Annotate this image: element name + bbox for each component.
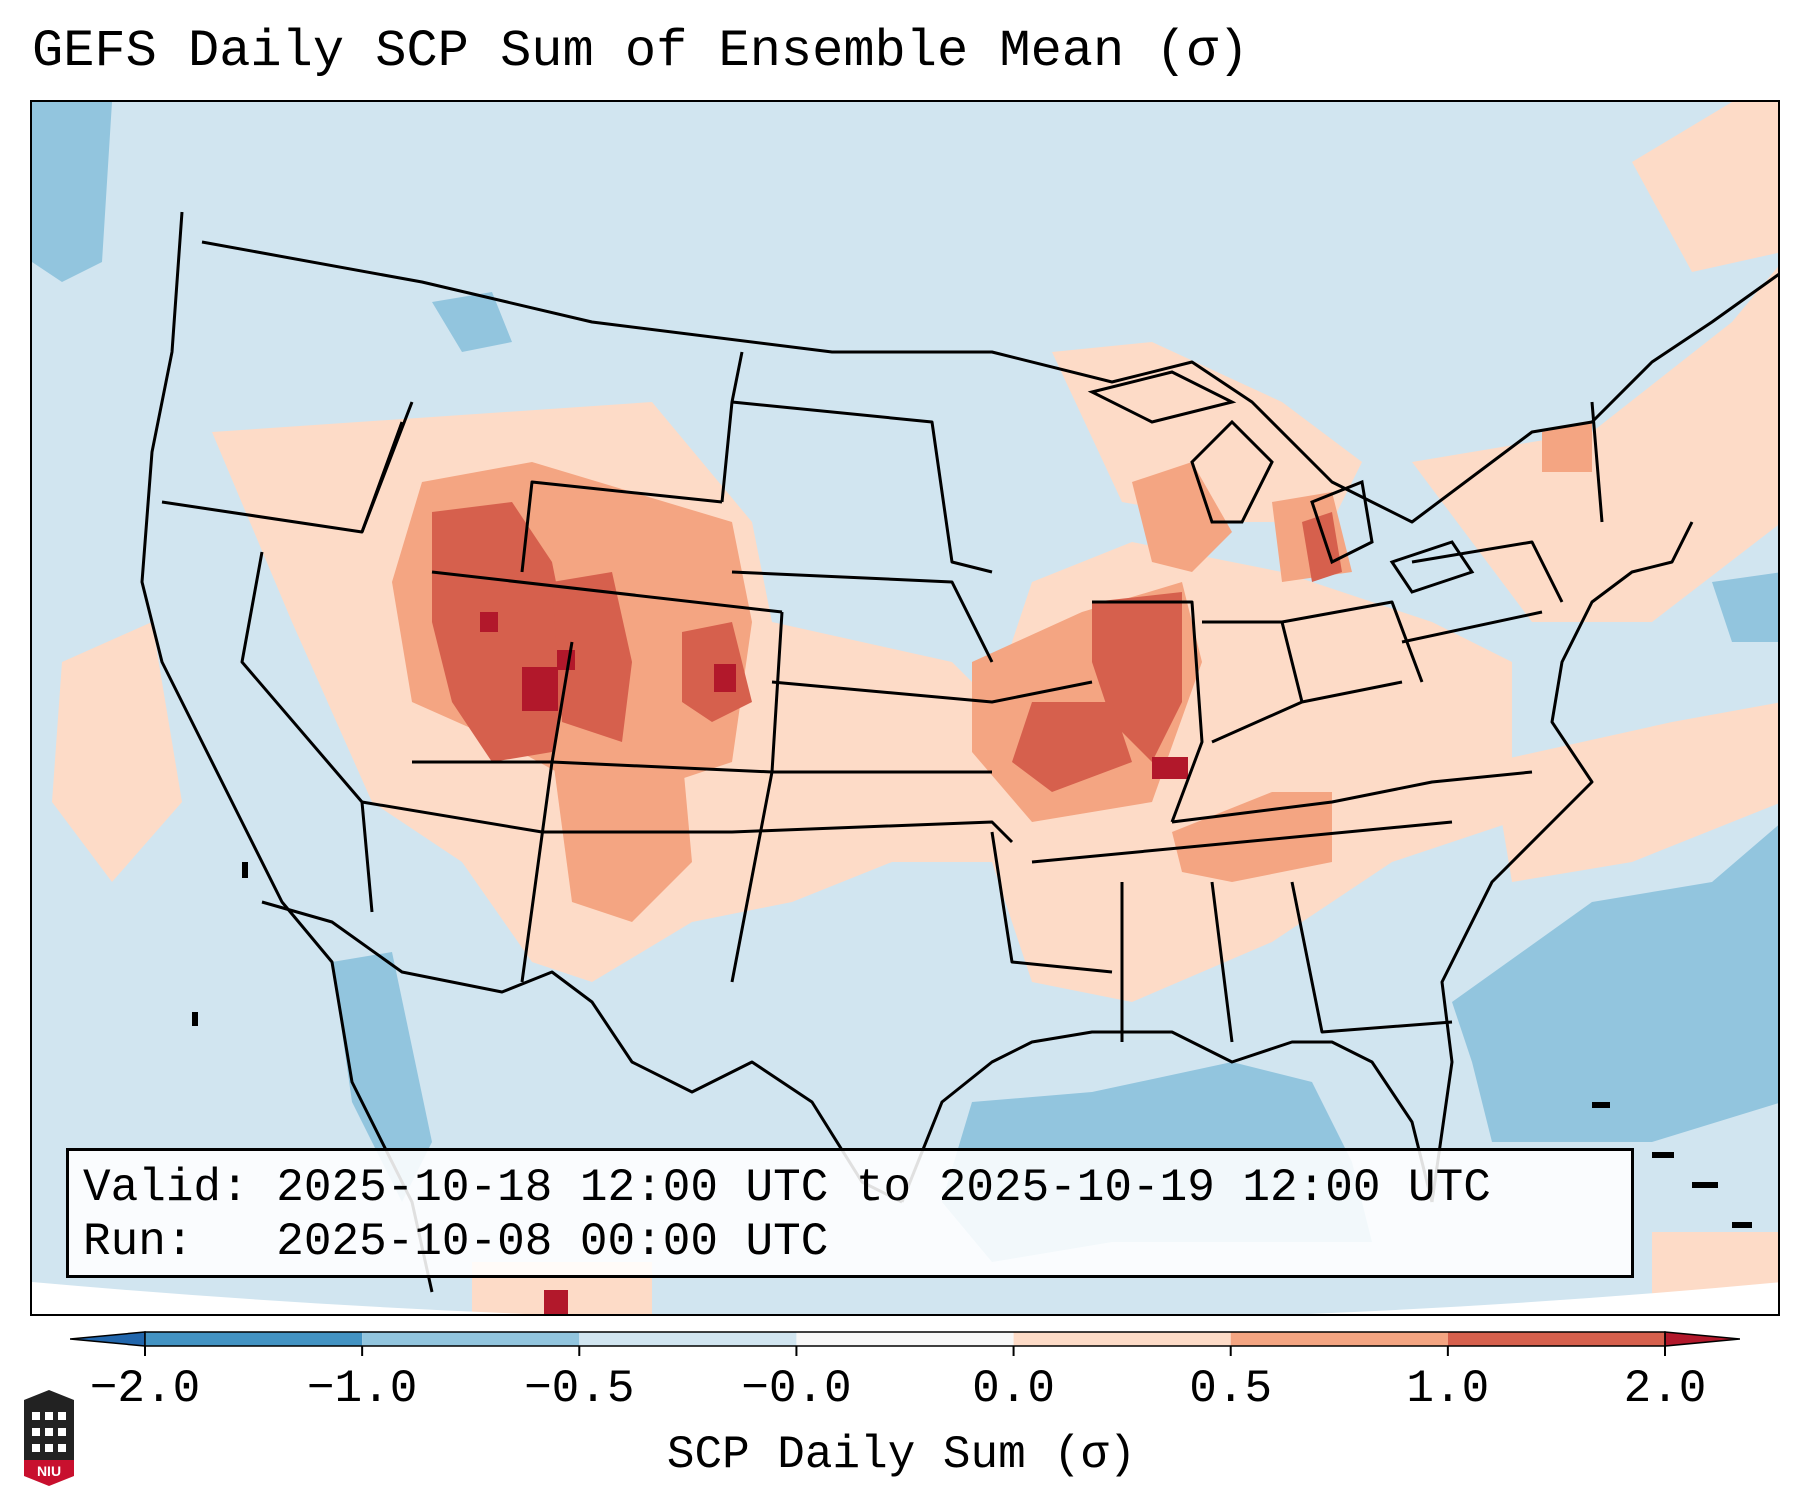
colorbar-outline [144, 1331, 1666, 1347]
chart-title: GEFS Daily SCP Sum of Ensemble Mean (σ) [32, 22, 1249, 81]
colorbar-tick-label: −0.0 [741, 1363, 852, 1415]
colorbar-tick-label: −2.0 [89, 1363, 201, 1415]
valid-line: Valid: 2025-10-18 12:00 UTC to 2025-10-1… [83, 1161, 1617, 1215]
colorbar-segment [1447, 1332, 1665, 1346]
colorbar-segment [362, 1332, 580, 1346]
valid-time: 2025-10-18 12:00 UTC to 2025-10-19 12:00… [276, 1162, 1491, 1214]
lake-outlines [1087, 370, 1475, 594]
colorbar-extend-high [1664, 1331, 1740, 1347]
colorbar-extend-low [70, 1331, 146, 1347]
colorbar [70, 1331, 1740, 1356]
colorbar-segment [145, 1332, 363, 1346]
map-panel [30, 100, 1780, 1316]
state-boundaries [140, 211, 1778, 1293]
colorbar-tick-label: 0.5 [1189, 1363, 1273, 1415]
run-line: Run: 2025-10-08 00:00 UTC [83, 1215, 1617, 1269]
islands [192, 862, 1752, 1228]
run-label: Run: [83, 1216, 194, 1268]
svg-text:NIU: NIU [37, 1463, 61, 1479]
map-canvas [32, 102, 1778, 1314]
colorbar-tick-label: −0.5 [524, 1363, 635, 1415]
colorbar-tick-label: 0.0 [972, 1363, 1055, 1415]
colorbar-tick-label: 1.0 [1406, 1363, 1490, 1415]
colorbar-segment [1013, 1332, 1231, 1346]
anomaly-fill-very-high [480, 612, 1188, 1314]
colorbar-segment [796, 1332, 1014, 1346]
niu-logo: NIU [24, 1390, 74, 1486]
domain-edge [32, 1282, 1778, 1314]
colorbar-segment [1230, 1332, 1448, 1346]
valid-run-box: Valid: 2025-10-18 12:00 UTC to 2025-10-1… [66, 1148, 1634, 1278]
colorbar-label: SCP Daily Sum (σ) [666, 1429, 1137, 1481]
run-time: 2025-10-08 00:00 UTC [276, 1216, 829, 1268]
colorbar-segment [579, 1332, 797, 1346]
colorbar-tick-label: −1.0 [306, 1363, 418, 1415]
colorbar-tick-label: 2.0 [1623, 1363, 1707, 1415]
valid-label: Valid: [83, 1162, 249, 1214]
